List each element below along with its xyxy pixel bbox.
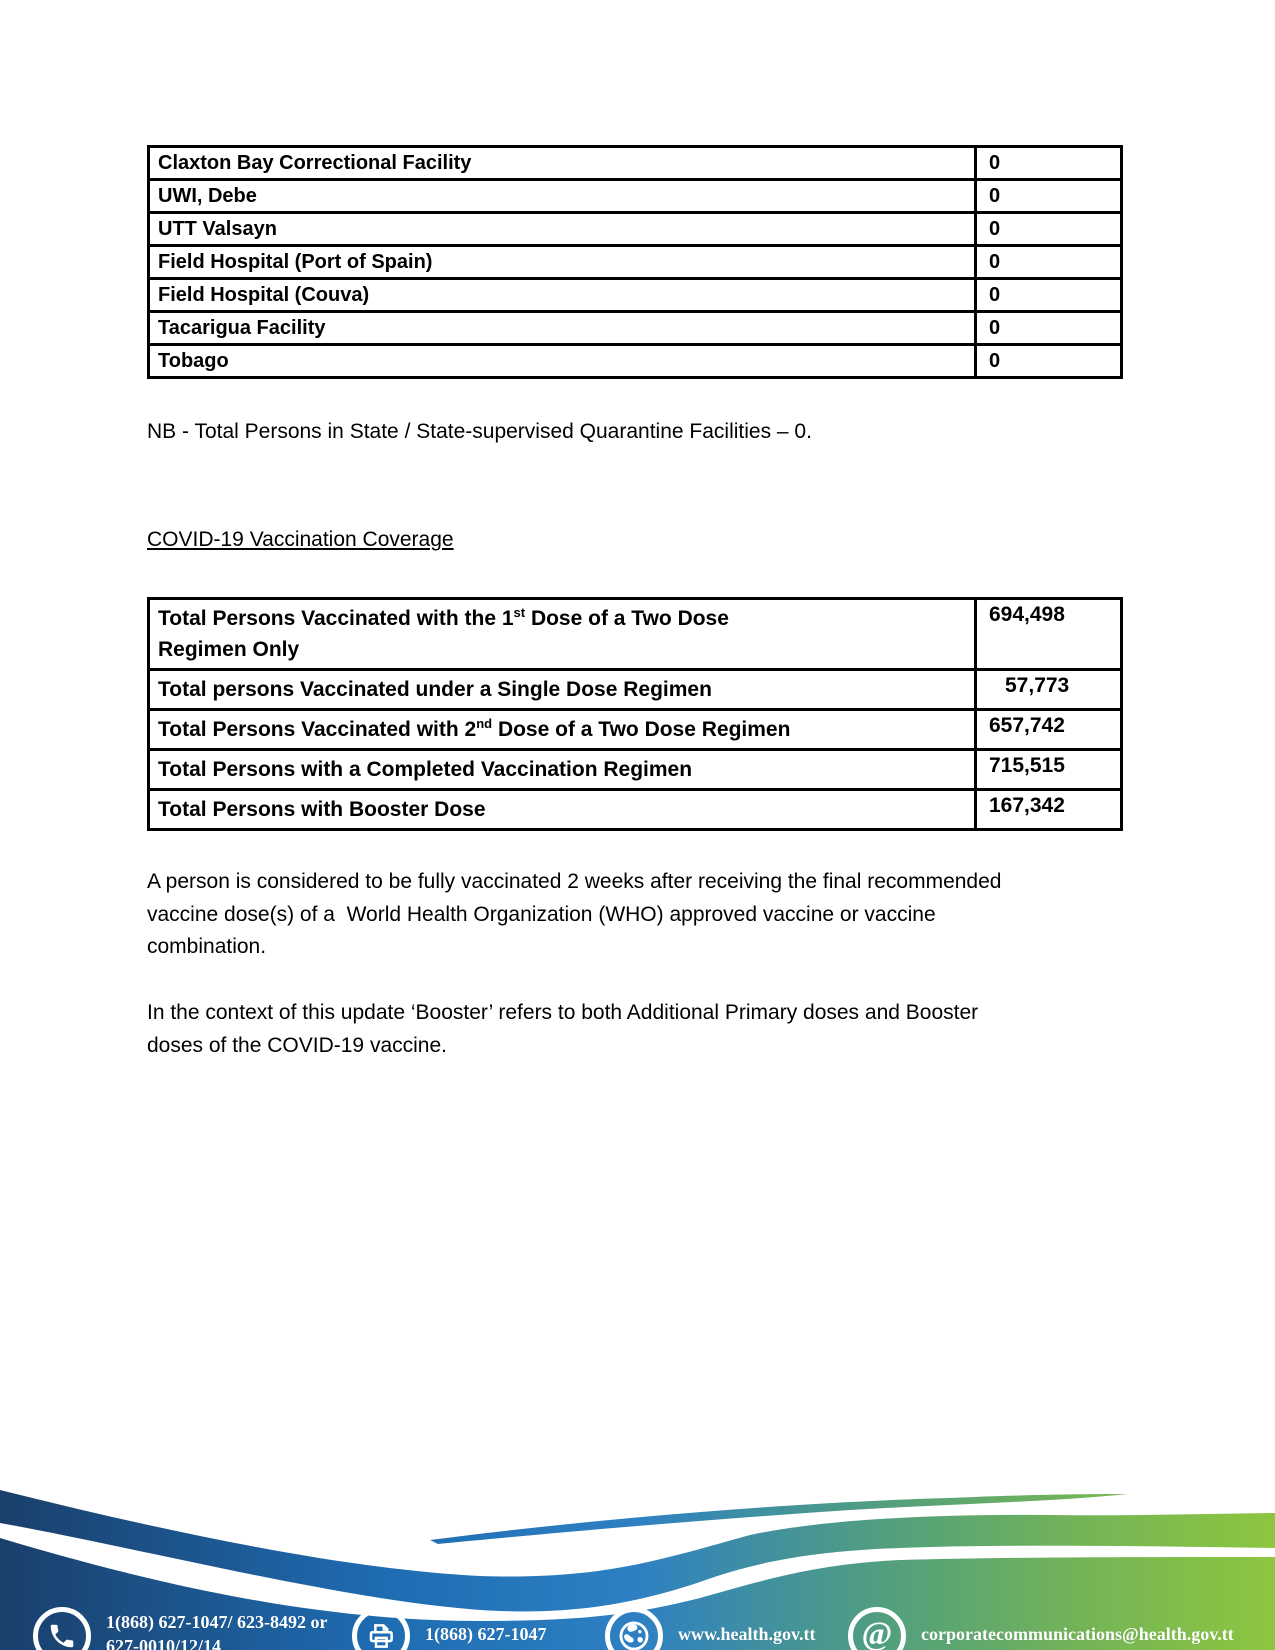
section-heading: COVID-19 Vaccination Coverage <box>147 528 454 551</box>
facility-name: UWI, Debe <box>147 178 977 214</box>
table-row: Total Persons Vaccinated with 2nd Dose o… <box>147 708 1123 751</box>
table-row: Tacarigua Facility 0 <box>147 310 1123 346</box>
facility-count: 0 <box>974 277 1123 313</box>
booster-definition-paragraph: In the context of this update ‘Booster’ … <box>147 1001 979 1057</box>
globe-icon <box>605 1607 663 1650</box>
wave-body <box>0 1538 1275 1650</box>
fax-icon <box>352 1607 410 1650</box>
email-address: corporatecommunications@health.gov.tt <box>921 1624 1234 1644</box>
facility-count: 0 <box>974 211 1123 247</box>
table-row: Tobago 0 <box>147 343 1123 379</box>
metric-value: 694,498 <box>974 597 1123 671</box>
facility-count: 0 <box>974 244 1123 280</box>
metric-label: Total Persons with Booster Dose <box>147 788 977 831</box>
table-row: UTT Valsayn 0 <box>147 211 1123 247</box>
metric-value: 657,742 <box>974 708 1123 751</box>
facility-count: 0 <box>974 343 1123 379</box>
quarantine-facilities-table: Claxton Bay Correctional Facility 0 UWI,… <box>147 145 1123 379</box>
table-row: Field Hospital (Port of Spain) 0 <box>147 244 1123 280</box>
metric-value: 57,773 <box>974 668 1123 711</box>
table-row: Total persons Vaccinated under a Single … <box>147 668 1123 711</box>
fax-contact: 1(868) 627-1047 <box>352 1607 546 1650</box>
facility-name: Field Hospital (Port of Spain) <box>147 244 977 280</box>
fully-vaccinated-paragraph: A person is considered to be fully vacci… <box>147 870 1002 958</box>
facility-count: 0 <box>974 310 1123 346</box>
facility-name: Tobago <box>147 343 977 379</box>
table-row: Total Persons with Booster Dose 167,342 <box>147 788 1123 831</box>
phone-icon <box>33 1607 91 1650</box>
table-row: Total Persons Vaccinated with the 1st Do… <box>147 597 1123 671</box>
table-row: Field Hospital (Couva) 0 <box>147 277 1123 313</box>
facility-name: Field Hospital (Couva) <box>147 277 977 313</box>
ordinal-superscript: nd <box>476 716 493 731</box>
vaccination-coverage-table: Total Persons Vaccinated with the 1st Do… <box>147 597 1123 831</box>
table-row: Claxton Bay Correctional Facility 0 <box>147 145 1123 181</box>
table-row: Total Persons with a Completed Vaccinati… <box>147 748 1123 791</box>
fax-number: 1(868) 627-1047 <box>425 1624 547 1644</box>
website-url: www.health.gov.tt <box>678 1624 816 1644</box>
at-icon: @ <box>848 1607 906 1650</box>
metric-label: Total Persons Vaccinated with the 1st Do… <box>147 597 977 671</box>
table-row: UWI, Debe 0 <box>147 178 1123 214</box>
website-contact: www.health.gov.tt <box>605 1607 816 1650</box>
facility-name: UTT Valsayn <box>147 211 977 247</box>
metric-label: Total Persons with a Completed Vaccinati… <box>147 748 977 791</box>
footer-wave-graphic <box>0 1490 1275 1650</box>
email-contact: @ corporatecommunications@health.gov.tt <box>848 1607 1234 1650</box>
facility-name: Tacarigua Facility <box>147 310 977 346</box>
ordinal-superscript: st <box>513 605 526 620</box>
nb-note: NB - Total Persons in State / State-supe… <box>147 420 812 443</box>
metric-label: Total persons Vaccinated under a Single … <box>147 668 977 711</box>
phone-numbers: 1(868) 627-1047/ 623-8492 or 627-0010/12… <box>106 1612 328 1650</box>
facility-name: Claxton Bay Correctional Facility <box>147 145 977 181</box>
facility-count: 0 <box>974 145 1123 181</box>
metric-value: 167,342 <box>974 788 1123 831</box>
wave-sliver <box>430 1494 1128 1544</box>
phone-contact: 1(868) 627-1047/ 623-8492 or 627-0010/12… <box>33 1607 327 1650</box>
metric-value: 715,515 <box>974 748 1123 791</box>
facility-count: 0 <box>974 178 1123 214</box>
wave-band <box>0 1490 1275 1612</box>
metric-label: Total Persons Vaccinated with 2nd Dose o… <box>147 708 977 751</box>
